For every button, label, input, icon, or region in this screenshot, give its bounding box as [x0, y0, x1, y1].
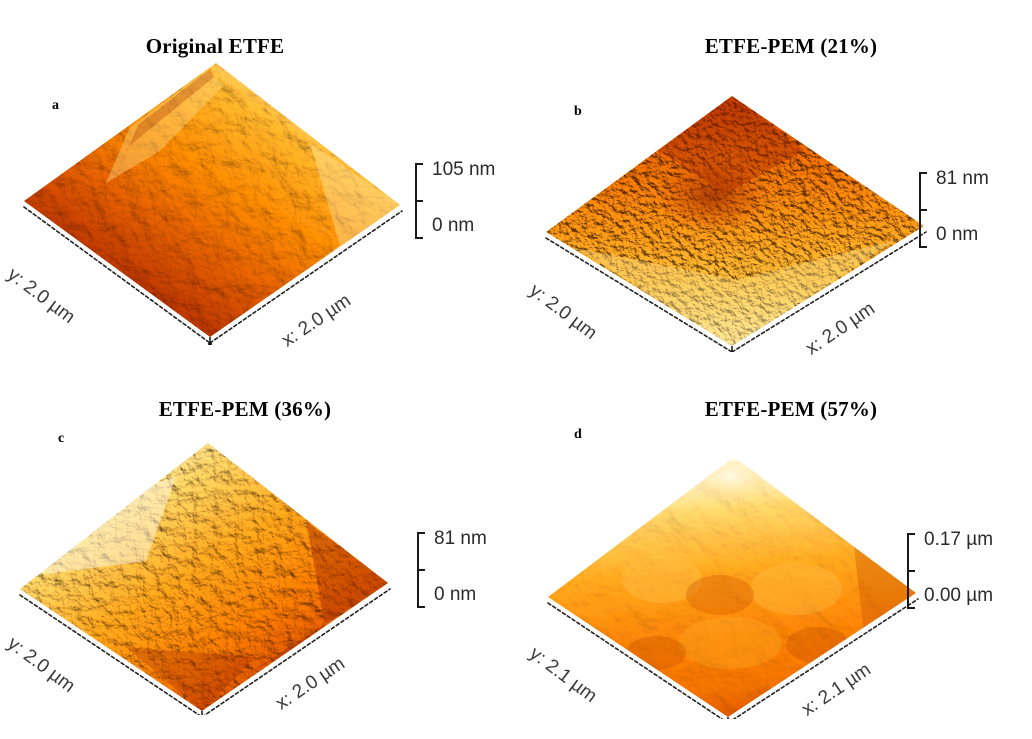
scalebar-tick-middle — [417, 569, 425, 571]
scalebar-tick-bottom — [907, 607, 915, 609]
scalebar-tick-middle — [919, 209, 927, 211]
panel-d-title: ETFE-PEM (57%) — [704, 397, 878, 421]
panel-d-z-min-label: 0.00 µm — [924, 585, 994, 606]
panel-b-scalebar-bracket — [914, 172, 927, 248]
scalebar-tick-bottom — [919, 246, 927, 248]
panel-a: Original ETFE a — [0, 0, 516, 370]
panel-a-z-min-label: 0 nm — [432, 215, 475, 236]
panel-b-letter: b — [574, 104, 582, 119]
panel-a-z-max-label: 105 nm — [432, 159, 496, 180]
scalebar-tick-middle — [907, 570, 915, 572]
panel-c-z-max-label: 81 nm — [434, 528, 487, 549]
panel-d-z-max-label: 0.17 µm — [924, 529, 994, 550]
panel-b-title: ETFE-PEM (21%) — [704, 34, 878, 58]
panel-c-z-scalebar: 81 nm 0 nm — [412, 528, 542, 642]
panel-c-scalebar-bracket — [412, 532, 425, 608]
panel-b-z-max-label: 81 nm — [936, 168, 989, 189]
panel-d-z-scalebar: 0.17 µm 0.00 µm — [902, 529, 1032, 643]
panel-a-surface-plot — [10, 55, 410, 345]
panel-c-z-min-label: 0 nm — [434, 584, 477, 605]
scalebar-tick-middle — [415, 200, 423, 202]
panel-c-letter: c — [58, 431, 65, 446]
scalebar-tick-bottom — [415, 237, 423, 239]
panel-b: ETFE-PEM (21%) b — [516, 0, 1032, 370]
scalebar-tick-top — [919, 172, 927, 174]
scalebar-tick-top — [415, 163, 423, 165]
panel-d-letter: d — [574, 427, 582, 442]
panel-a-scalebar-bracket — [410, 163, 423, 239]
panel-c: ETFE-PEM (36%) c — [0, 369, 516, 739]
panel-a-title: Original ETFE — [145, 34, 285, 58]
panel-b-z-min-label: 0 nm — [936, 224, 979, 245]
scalebar-tick-top — [907, 533, 915, 535]
panel-b-z-scalebar: 81 nm 0 nm — [914, 168, 1032, 282]
panel-c-surface-plot — [6, 425, 406, 715]
panel-c-title: ETFE-PEM (36%) — [158, 397, 332, 421]
scalebar-tick-bottom — [417, 606, 425, 608]
panel-a-letter: a — [52, 98, 59, 113]
panel-a-z-scalebar: 105 nm 0 nm — [410, 159, 540, 273]
panel-b-surface-plot — [536, 62, 936, 352]
scalebar-tick-top — [417, 532, 425, 534]
panel-d: ETFE-PEM (57%) d — [516, 369, 1032, 739]
panel-d-scalebar-bracket — [902, 533, 915, 609]
panel-d-surface-plot — [534, 429, 934, 719]
